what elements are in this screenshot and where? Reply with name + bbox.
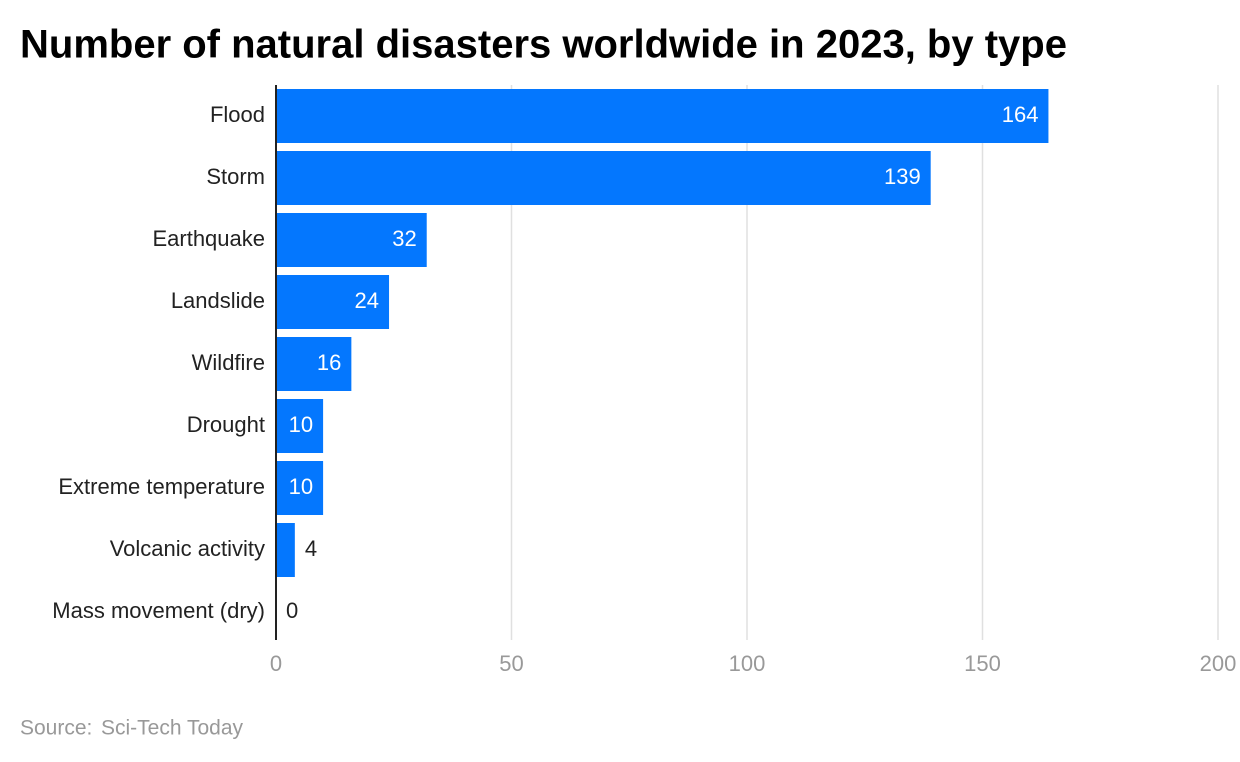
value-label: 24 bbox=[355, 288, 379, 313]
bar bbox=[276, 213, 427, 267]
bar bbox=[276, 337, 352, 391]
bar bbox=[276, 275, 390, 329]
y-tick-label: Earthquake bbox=[152, 226, 265, 251]
source-label: Source: bbox=[20, 717, 92, 740]
bar bbox=[276, 461, 324, 515]
value-label: 32 bbox=[392, 226, 416, 251]
x-tick-label: 150 bbox=[964, 651, 1001, 676]
y-tick-label: Wildfire bbox=[192, 350, 265, 375]
y-tick-label: Storm bbox=[206, 164, 265, 189]
value-label: 10 bbox=[289, 474, 313, 499]
chart-title: Number of natural disasters worldwide in… bbox=[20, 23, 1067, 67]
value-label: 4 bbox=[305, 536, 317, 561]
bar bbox=[276, 399, 324, 453]
value-label: 0 bbox=[286, 598, 298, 623]
y-tick-label: Extreme temperature bbox=[58, 474, 265, 499]
value-label: 10 bbox=[289, 412, 313, 437]
x-tick-label: 50 bbox=[499, 651, 523, 676]
value-label: 139 bbox=[884, 164, 921, 189]
bar bbox=[276, 523, 295, 577]
source: Sci-Tech Today bbox=[101, 717, 244, 740]
y-tick-label: Mass movement (dry) bbox=[52, 598, 265, 623]
bar bbox=[276, 89, 1049, 143]
x-tick-label: 0 bbox=[270, 651, 282, 676]
y-tick-label: Flood bbox=[210, 102, 265, 127]
value-label: 16 bbox=[317, 350, 341, 375]
x-tick-label: 200 bbox=[1200, 651, 1237, 676]
bar bbox=[276, 151, 931, 205]
value-label: 164 bbox=[1002, 102, 1039, 127]
x-tick-label: 100 bbox=[729, 651, 766, 676]
y-tick-label: Landslide bbox=[171, 288, 265, 313]
y-tick-label: Drought bbox=[187, 412, 265, 437]
y-tick-label: Volcanic activity bbox=[110, 536, 265, 561]
